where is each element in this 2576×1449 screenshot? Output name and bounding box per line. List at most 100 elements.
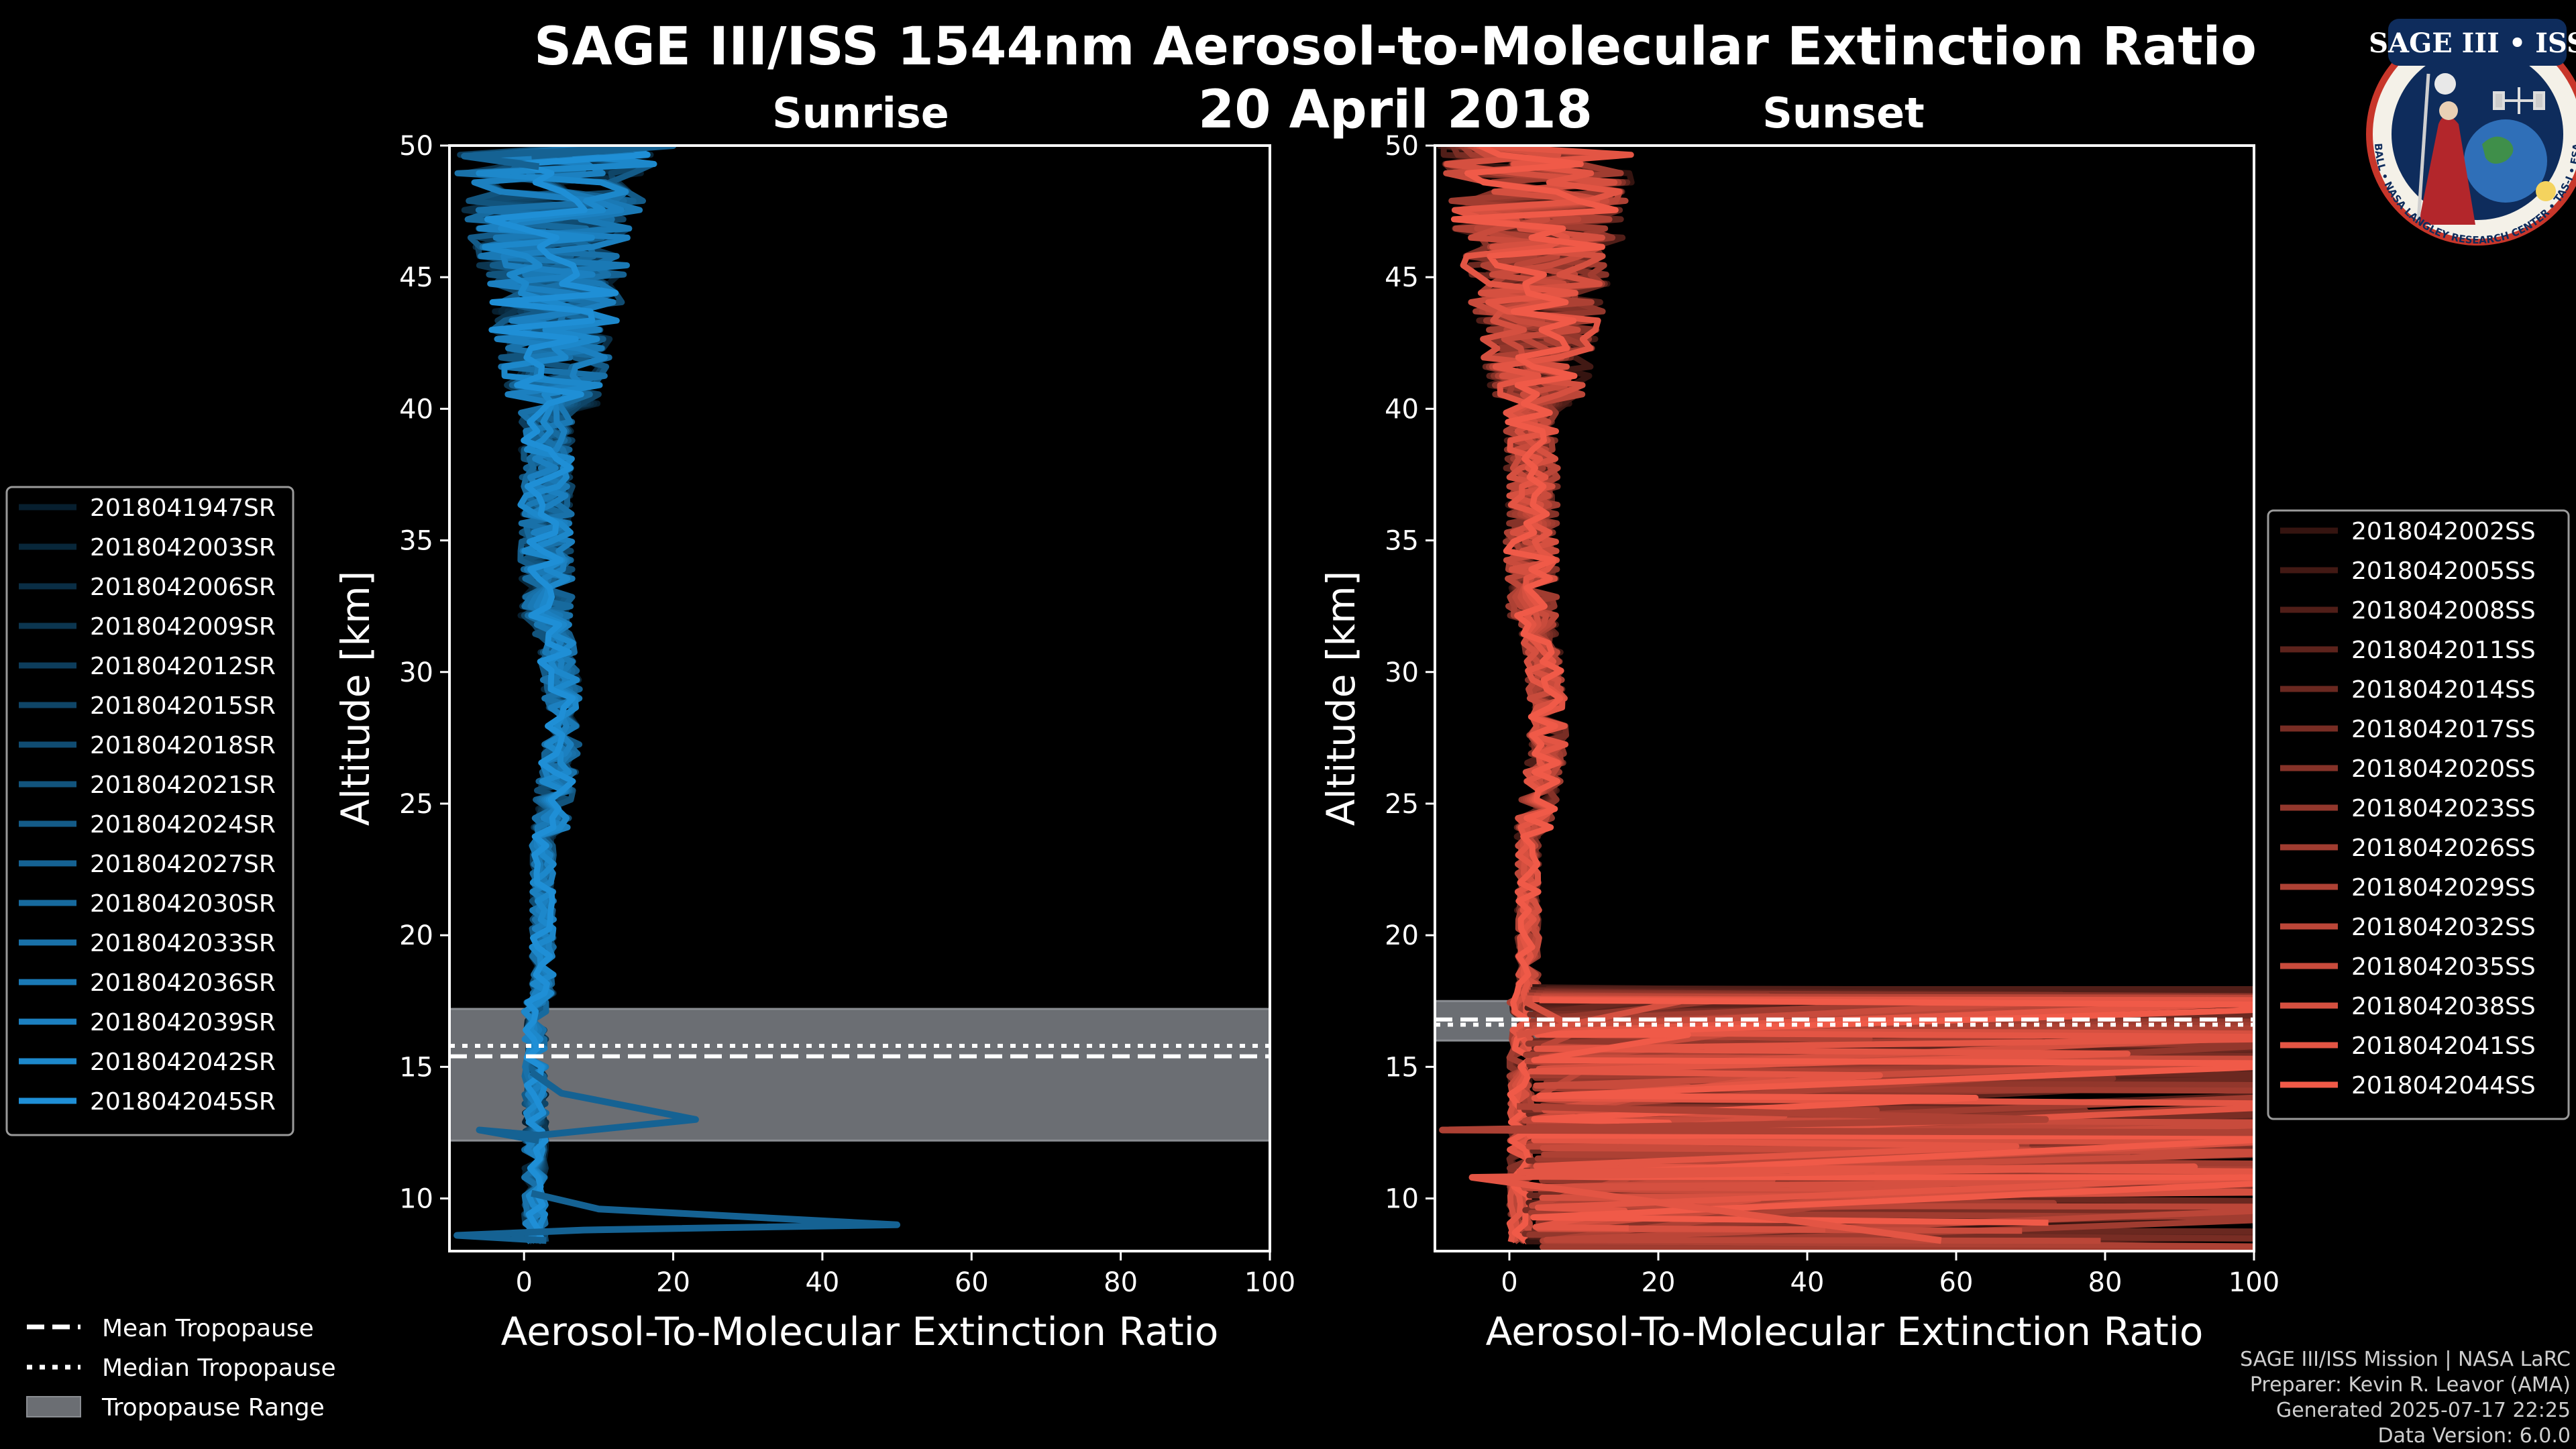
profile-line xyxy=(484,146,651,1243)
legend-entry: 2018042029SS xyxy=(2351,874,2536,902)
legend-entry: 2018042042SR xyxy=(90,1049,276,1076)
legend-entry: 2018042045SR xyxy=(90,1088,276,1116)
tropopause-range-label: Tropopause Range xyxy=(101,1394,325,1421)
x-tick-label: 100 xyxy=(2229,1267,2279,1298)
y-tick-label: 20 xyxy=(399,920,433,951)
credit-generated: Generated 2025-07-17 22:25 xyxy=(2276,1399,2571,1422)
sunset-panel: 0 20 40 60 80 100 10 15 20 25 30 35 40 45 50 Aerosol-To… xyxy=(1318,131,2279,1354)
legend-entry: 2018042015SR xyxy=(90,692,276,720)
legend-entry: 2018042012SR xyxy=(90,653,276,680)
logo-figure-robe xyxy=(2418,115,2475,225)
sunrise-panel: 0 20 40 60 80 100 10 15 20 25 30 35 40 45 50 Aerosol-To… xyxy=(333,131,1295,1354)
x-axis-label: Aerosol-To-Molecular Extinction Ratio xyxy=(1486,1309,2204,1354)
axes-frame xyxy=(448,144,1271,1252)
tropopause-range-band xyxy=(448,1008,1271,1142)
x-tick-label: 20 xyxy=(656,1267,690,1298)
legend-entry: 2018042011SS xyxy=(2351,637,2536,664)
y-tick-label: 45 xyxy=(1385,262,1419,293)
y-tick-label: 20 xyxy=(1385,920,1419,951)
legend-box xyxy=(2267,509,2570,1120)
y-tick-label: 50 xyxy=(1385,131,1419,162)
axes-frame xyxy=(1434,144,2255,1252)
logo-staff xyxy=(2416,73,2430,222)
y-tick-label: 25 xyxy=(399,789,433,820)
y-tick-label: 15 xyxy=(399,1052,433,1083)
main-title: SAGE III/ISS 1544nm Aerosol-to-Molecular… xyxy=(534,17,2257,77)
legend-entry: 2018042006SR xyxy=(90,574,276,601)
sunset-legend: 2018042002SS 2018042005SS 2018042008SS 2018… xyxy=(2267,509,2570,1120)
y-tick-label: 10 xyxy=(1385,1184,1419,1215)
profile-feature xyxy=(1468,1163,2198,1244)
legend-entry: 2018042044SS xyxy=(2351,1072,2536,1099)
y-tick-label: 30 xyxy=(399,657,433,688)
profile-excursion xyxy=(1525,995,2254,1233)
legend-entry: 2018042024SR xyxy=(90,811,276,839)
legend-entry: 2018042009SR xyxy=(90,613,276,641)
profile-feature xyxy=(1439,1103,2254,1136)
mean-tropopause-label: Mean Tropopause xyxy=(102,1315,314,1342)
legend-entry: 2018042017SS xyxy=(2351,716,2536,743)
legend-entry: 2018042021SR xyxy=(90,771,276,799)
legend-entry: 2018042026SS xyxy=(2351,835,2536,862)
y-axis-label: Altitude [km] xyxy=(333,571,378,826)
x-tick-label: 60 xyxy=(1939,1267,1974,1298)
sunset-subtitle: Sunset xyxy=(1762,89,1925,138)
credit-mission: SAGE III/ISS Mission | NASA LaRC xyxy=(2240,1348,2571,1371)
tropopause-legend: Mean Tropopause Median Tropopause Tropop… xyxy=(26,1315,336,1421)
x-tick-label: 0 xyxy=(515,1267,532,1298)
legend-entry: 2018042008SS xyxy=(2351,597,2536,625)
y-axis-label: Altitude [km] xyxy=(1318,571,1364,826)
x-tick-label: 0 xyxy=(1501,1267,1517,1298)
x-tick-label: 40 xyxy=(1790,1267,1825,1298)
legend-entry: 2018042018SR xyxy=(90,732,276,759)
x-axis-label: Aerosol-To-Molecular Extinction Ratio xyxy=(501,1309,1219,1354)
legend-entry: 2018042023SS xyxy=(2351,795,2536,822)
legend-box xyxy=(5,486,294,1136)
legend-entry: 2018042027SR xyxy=(90,851,276,878)
tropopause-range-swatch xyxy=(26,1396,81,1417)
x-tick-label: 100 xyxy=(1244,1267,1295,1298)
legend-entry: 2018042020SS xyxy=(2351,755,2536,783)
legend-entry: 2018042032SS xyxy=(2351,914,2536,941)
x-tick-label: 80 xyxy=(1104,1267,1138,1298)
sage-iii-iss-logo: SAGE III • ISS BALL • NASA LANGLEY RESEA… xyxy=(2366,19,2576,246)
logo-sun xyxy=(2536,181,2556,201)
credits: SAGE III/ISS Mission | NASA LaRC Prepare… xyxy=(2240,1348,2571,1448)
legend-entry: 2018042003SR xyxy=(90,534,276,561)
sunrise-legend: 2018041947SR 2018042003SR 2018042006SR 2018… xyxy=(5,486,294,1136)
legend-entry: 2018042033SR xyxy=(90,930,276,957)
x-tick-label: 80 xyxy=(2088,1267,2123,1298)
profile-feature xyxy=(476,1069,699,1144)
median-tropopause-label: Median Tropopause xyxy=(102,1354,336,1382)
logo-figure-head xyxy=(2439,101,2458,120)
profile-feature xyxy=(1516,998,1572,1039)
legend-entry: 2018042041SS xyxy=(2351,1032,2536,1060)
y-tick-label: 40 xyxy=(399,394,433,425)
y-tick-label: 40 xyxy=(1385,394,1419,425)
sunrise-subtitle: Sunrise xyxy=(772,89,949,138)
y-tick-label: 35 xyxy=(399,526,433,557)
x-tick-label: 40 xyxy=(805,1267,839,1298)
logo-continent xyxy=(2482,136,2514,164)
legend-entry: 2018042005SS xyxy=(2351,557,2536,585)
logo-iss-icon xyxy=(2493,87,2545,114)
legend-entry: 2018042014SS xyxy=(2351,676,2536,704)
legend-entry: 2018042038SS xyxy=(2351,993,2536,1020)
credit-preparer: Preparer: Kevin R. Leavor (AMA) xyxy=(2250,1373,2571,1397)
legend-entry: 2018042039SR xyxy=(90,1009,276,1036)
x-tick-label: 20 xyxy=(1642,1267,1676,1298)
profile-feature xyxy=(453,1189,901,1244)
y-tick-label: 15 xyxy=(1385,1052,1419,1083)
legend-entry: 2018042035SS xyxy=(2351,953,2536,981)
legend-entry: 2018041947SR xyxy=(90,494,276,522)
x-tick-label: 60 xyxy=(955,1267,989,1298)
legend-entry: 2018042030SR xyxy=(90,890,276,918)
profile-feature xyxy=(461,146,677,170)
y-tick-label: 35 xyxy=(1385,526,1419,557)
y-tick-label: 45 xyxy=(399,262,433,293)
credit-version: Data Version: 6.0.0 xyxy=(2378,1424,2571,1448)
legend-entry: 2018042036SR xyxy=(90,969,276,997)
date-title: 20 April 2018 xyxy=(1198,80,1593,140)
legend-entry: 2018042002SS xyxy=(2351,518,2536,545)
